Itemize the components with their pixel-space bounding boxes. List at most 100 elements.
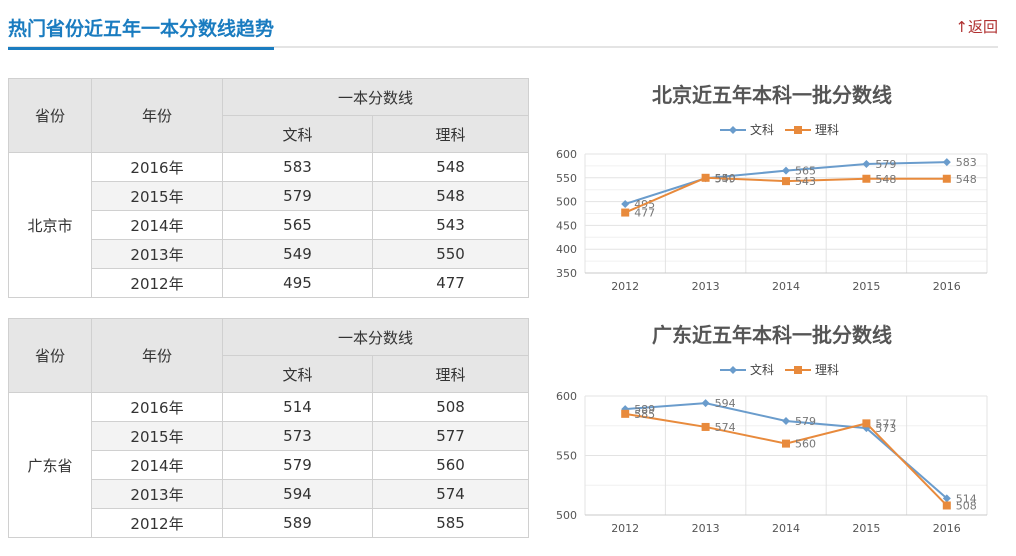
year-cell: 2014年: [91, 450, 223, 480]
data-point: [701, 173, 710, 182]
data-point: [701, 422, 710, 431]
y-tick-label: 400: [556, 243, 577, 256]
li-score-cell: 577: [371, 421, 530, 451]
x-tick-label: 2014: [772, 280, 800, 293]
series-line: [625, 412, 948, 507]
data-label: 589: [634, 403, 655, 416]
x-tick-label: 2013: [692, 522, 720, 535]
data-point: [782, 439, 790, 448]
data-label: 550: [715, 172, 736, 185]
back-link[interactable]: ↑返回: [955, 18, 998, 36]
province-cell: 广东省: [8, 392, 92, 538]
x-tick-label: 2015: [852, 280, 880, 293]
legend-label: 理科: [815, 123, 839, 137]
page-title: 热门省份近五年一本分数线趋势: [8, 14, 275, 50]
province-header: 省份: [8, 318, 92, 393]
data-point: [701, 399, 710, 408]
data-point: [942, 501, 951, 510]
legend-marker: [794, 366, 802, 374]
legend-marker: [729, 366, 737, 374]
year-cell: 2015年: [91, 421, 223, 451]
x-tick-label: 2013: [692, 280, 720, 293]
wen-score-cell: 495: [222, 268, 373, 298]
year-cell: 2014年: [91, 210, 223, 240]
legend-label: 文科: [750, 122, 774, 137]
guangdong-score-table: 省份 年份 一本分数线 文科 理科 广东省 2016年 514 508 2015…: [8, 318, 530, 538]
legend-marker: [729, 126, 737, 134]
chart-title: 广东近五年本科一批分数线: [652, 323, 892, 347]
wen-score-cell: 573: [222, 421, 373, 451]
li-score-cell: 477: [371, 268, 530, 298]
year-cell: 2013年: [91, 239, 223, 269]
wen-score-cell: 579: [222, 450, 373, 480]
page-header: 热门省份近五年一本分数线趋势 ↑返回: [8, 0, 998, 50]
year-cell: 2015年: [91, 181, 223, 211]
li-score-cell: 574: [371, 479, 530, 509]
li-score-cell: 550: [371, 239, 530, 269]
li-score-cell: 548: [371, 152, 530, 182]
year-cell: 2012年: [91, 508, 223, 538]
data-label: 477: [634, 207, 655, 220]
x-tick-label: 2014: [772, 522, 800, 535]
data-point: [621, 208, 630, 217]
score-group-header: 一本分数线: [221, 78, 530, 116]
guangdong-chart: 广东近五年本科一批分数线 文科 理科 500 550 600 2012 2013 2014 201…: [545, 318, 1000, 540]
score-group-header: 一本分数线: [221, 318, 530, 356]
data-label: 579: [875, 158, 896, 171]
data-label: 594: [715, 397, 736, 410]
data-label: 565: [795, 165, 816, 178]
year-cell: 2016年: [91, 392, 223, 422]
data-label: 508: [956, 499, 977, 512]
legend-label: 文科: [750, 362, 774, 377]
data-label: 514: [956, 492, 977, 505]
wen-header: 文科: [222, 115, 373, 153]
chart-title: 北京近五年本科一批分数线: [652, 83, 892, 107]
data-label: 560: [795, 438, 816, 451]
wen-score-cell: 549: [222, 239, 373, 269]
year-header: 年份: [91, 318, 223, 393]
data-point: [782, 416, 790, 425]
y-tick-label: 350: [556, 267, 577, 280]
beijing-score-table: 省份 年份 一本分数线 文科 理科 北京市 2016年 583 548 2015…: [8, 78, 530, 298]
year-cell: 2012年: [91, 268, 223, 298]
y-tick-label: 600: [556, 148, 577, 161]
wen-score-cell: 583: [222, 152, 373, 182]
wen-header: 文科: [222, 355, 373, 393]
data-label: 548: [875, 173, 896, 186]
data-label: 583: [956, 156, 977, 169]
data-label: 577: [875, 417, 896, 430]
data-point: [942, 158, 951, 167]
li-score-cell: 585: [371, 508, 530, 538]
x-tick-label: 2016: [933, 280, 961, 293]
li-score-cell: 543: [371, 210, 530, 240]
beijing-chart: 北京近五年本科一批分数线 文科 理科 350 400 450 500 550 600 2012 20…: [545, 76, 1000, 298]
li-header: 理科: [371, 115, 530, 153]
wen-score-cell: 589: [222, 508, 373, 538]
data-label: 574: [715, 421, 736, 434]
year-cell: 2013年: [91, 479, 223, 509]
wen-score-cell: 565: [222, 210, 373, 240]
data-label: 548: [956, 173, 977, 186]
data-point: [621, 199, 630, 208]
y-tick-label: 450: [556, 219, 577, 232]
wen-score-cell: 514: [222, 392, 373, 422]
y-tick-label: 600: [556, 390, 577, 403]
data-point: [782, 166, 790, 175]
wen-score-cell: 579: [222, 181, 373, 211]
data-point: [862, 419, 871, 428]
legend-marker: [794, 126, 802, 134]
data-label: 585: [634, 408, 655, 421]
li-score-cell: 548: [371, 181, 530, 211]
y-tick-label: 550: [556, 172, 577, 185]
li-header: 理科: [371, 355, 530, 393]
province-header: 省份: [8, 78, 92, 153]
x-tick-label: 2012: [611, 522, 639, 535]
data-label: 543: [795, 175, 816, 188]
year-header: 年份: [91, 78, 223, 153]
li-score-cell: 560: [371, 450, 530, 480]
data-label: 579: [795, 415, 816, 428]
data-point: [782, 177, 790, 186]
year-cell: 2016年: [91, 152, 223, 182]
x-tick-label: 2016: [933, 522, 961, 535]
